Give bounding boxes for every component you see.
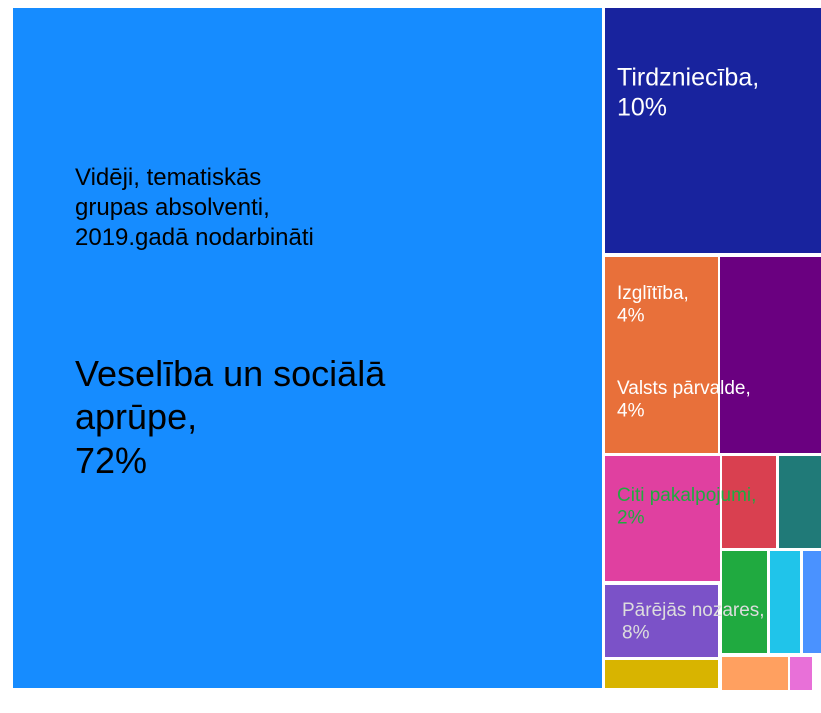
treemap-cell <box>605 585 718 657</box>
treemap-cell <box>790 657 812 690</box>
treemap-cell <box>13 8 602 688</box>
value-label: 8% <box>622 623 650 644</box>
treemap-cell <box>605 8 821 253</box>
cell-label: Valsts pārvalde, <box>617 378 751 399</box>
treemap-cell <box>722 657 788 690</box>
cell-label: Pārējās nozares, <box>622 600 765 621</box>
cell-label-line: Veselība un sociālā <box>75 353 386 394</box>
treemap-cell <box>722 456 776 548</box>
value-label: 2% <box>617 508 645 529</box>
value-label: 10% <box>617 94 667 122</box>
treemap-cell <box>770 551 800 653</box>
treemap-cell <box>605 660 718 688</box>
treemap-cell <box>605 456 720 581</box>
treemap-cell <box>722 551 767 653</box>
treemap-cell <box>605 257 718 453</box>
treemap-cell <box>779 456 821 548</box>
annotation-line: Vidēji, tematiskās <box>75 164 261 191</box>
cell-label: Veselība un sociālā aprūpe, <box>75 353 386 437</box>
value-label: 72% <box>75 440 147 481</box>
cell-label: Citi pakalpojumi, <box>617 485 756 506</box>
annotation-line: grupas absolventi, <box>75 194 270 221</box>
treemap-cell <box>803 551 821 653</box>
cell-label-line: aprūpe, <box>75 397 197 438</box>
value-label: 4% <box>617 306 645 327</box>
cell-label: Izglītība, <box>617 283 689 304</box>
value-label: 4% <box>617 401 645 422</box>
cell-label: Tirdzniecība, <box>617 64 759 92</box>
treemap-cell <box>720 257 821 453</box>
annotation: Vidēji, tematiskās grupas absolventi, 2019… <box>75 164 314 251</box>
annotation-line: 2019.gadā nodarbināti <box>75 224 314 251</box>
